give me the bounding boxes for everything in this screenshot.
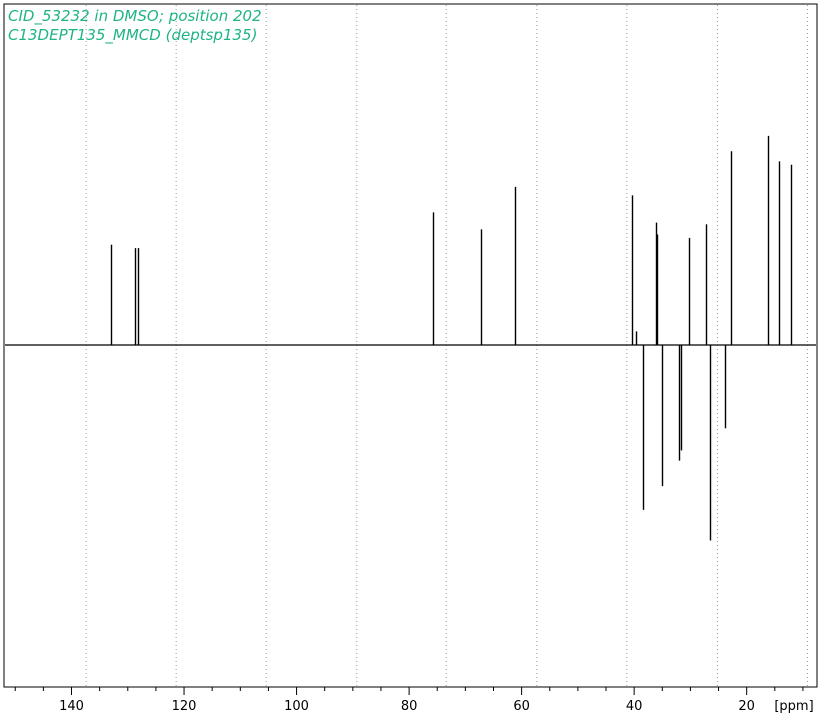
x-tick-label: 80 xyxy=(401,699,418,714)
chart-title-line-2: C13DEPT135_MMCD (deptsp135) xyxy=(8,26,257,45)
x-tick-label: 40 xyxy=(626,699,643,714)
x-tick-label: 100 xyxy=(284,699,309,714)
spectrum-trace xyxy=(5,135,816,541)
x-tick-label: 140 xyxy=(59,699,84,714)
chart-title-line-1: CID_53232 in DMSO; position 202 xyxy=(8,7,262,26)
x-axis-label: [ppm] xyxy=(774,699,813,714)
x-axis: 140 120 100 80 60 40 20 xyxy=(14,687,804,714)
x-tick-label: 120 xyxy=(172,699,197,714)
x-tick-label: 60 xyxy=(513,699,530,714)
x-tick-label: 20 xyxy=(738,699,755,714)
